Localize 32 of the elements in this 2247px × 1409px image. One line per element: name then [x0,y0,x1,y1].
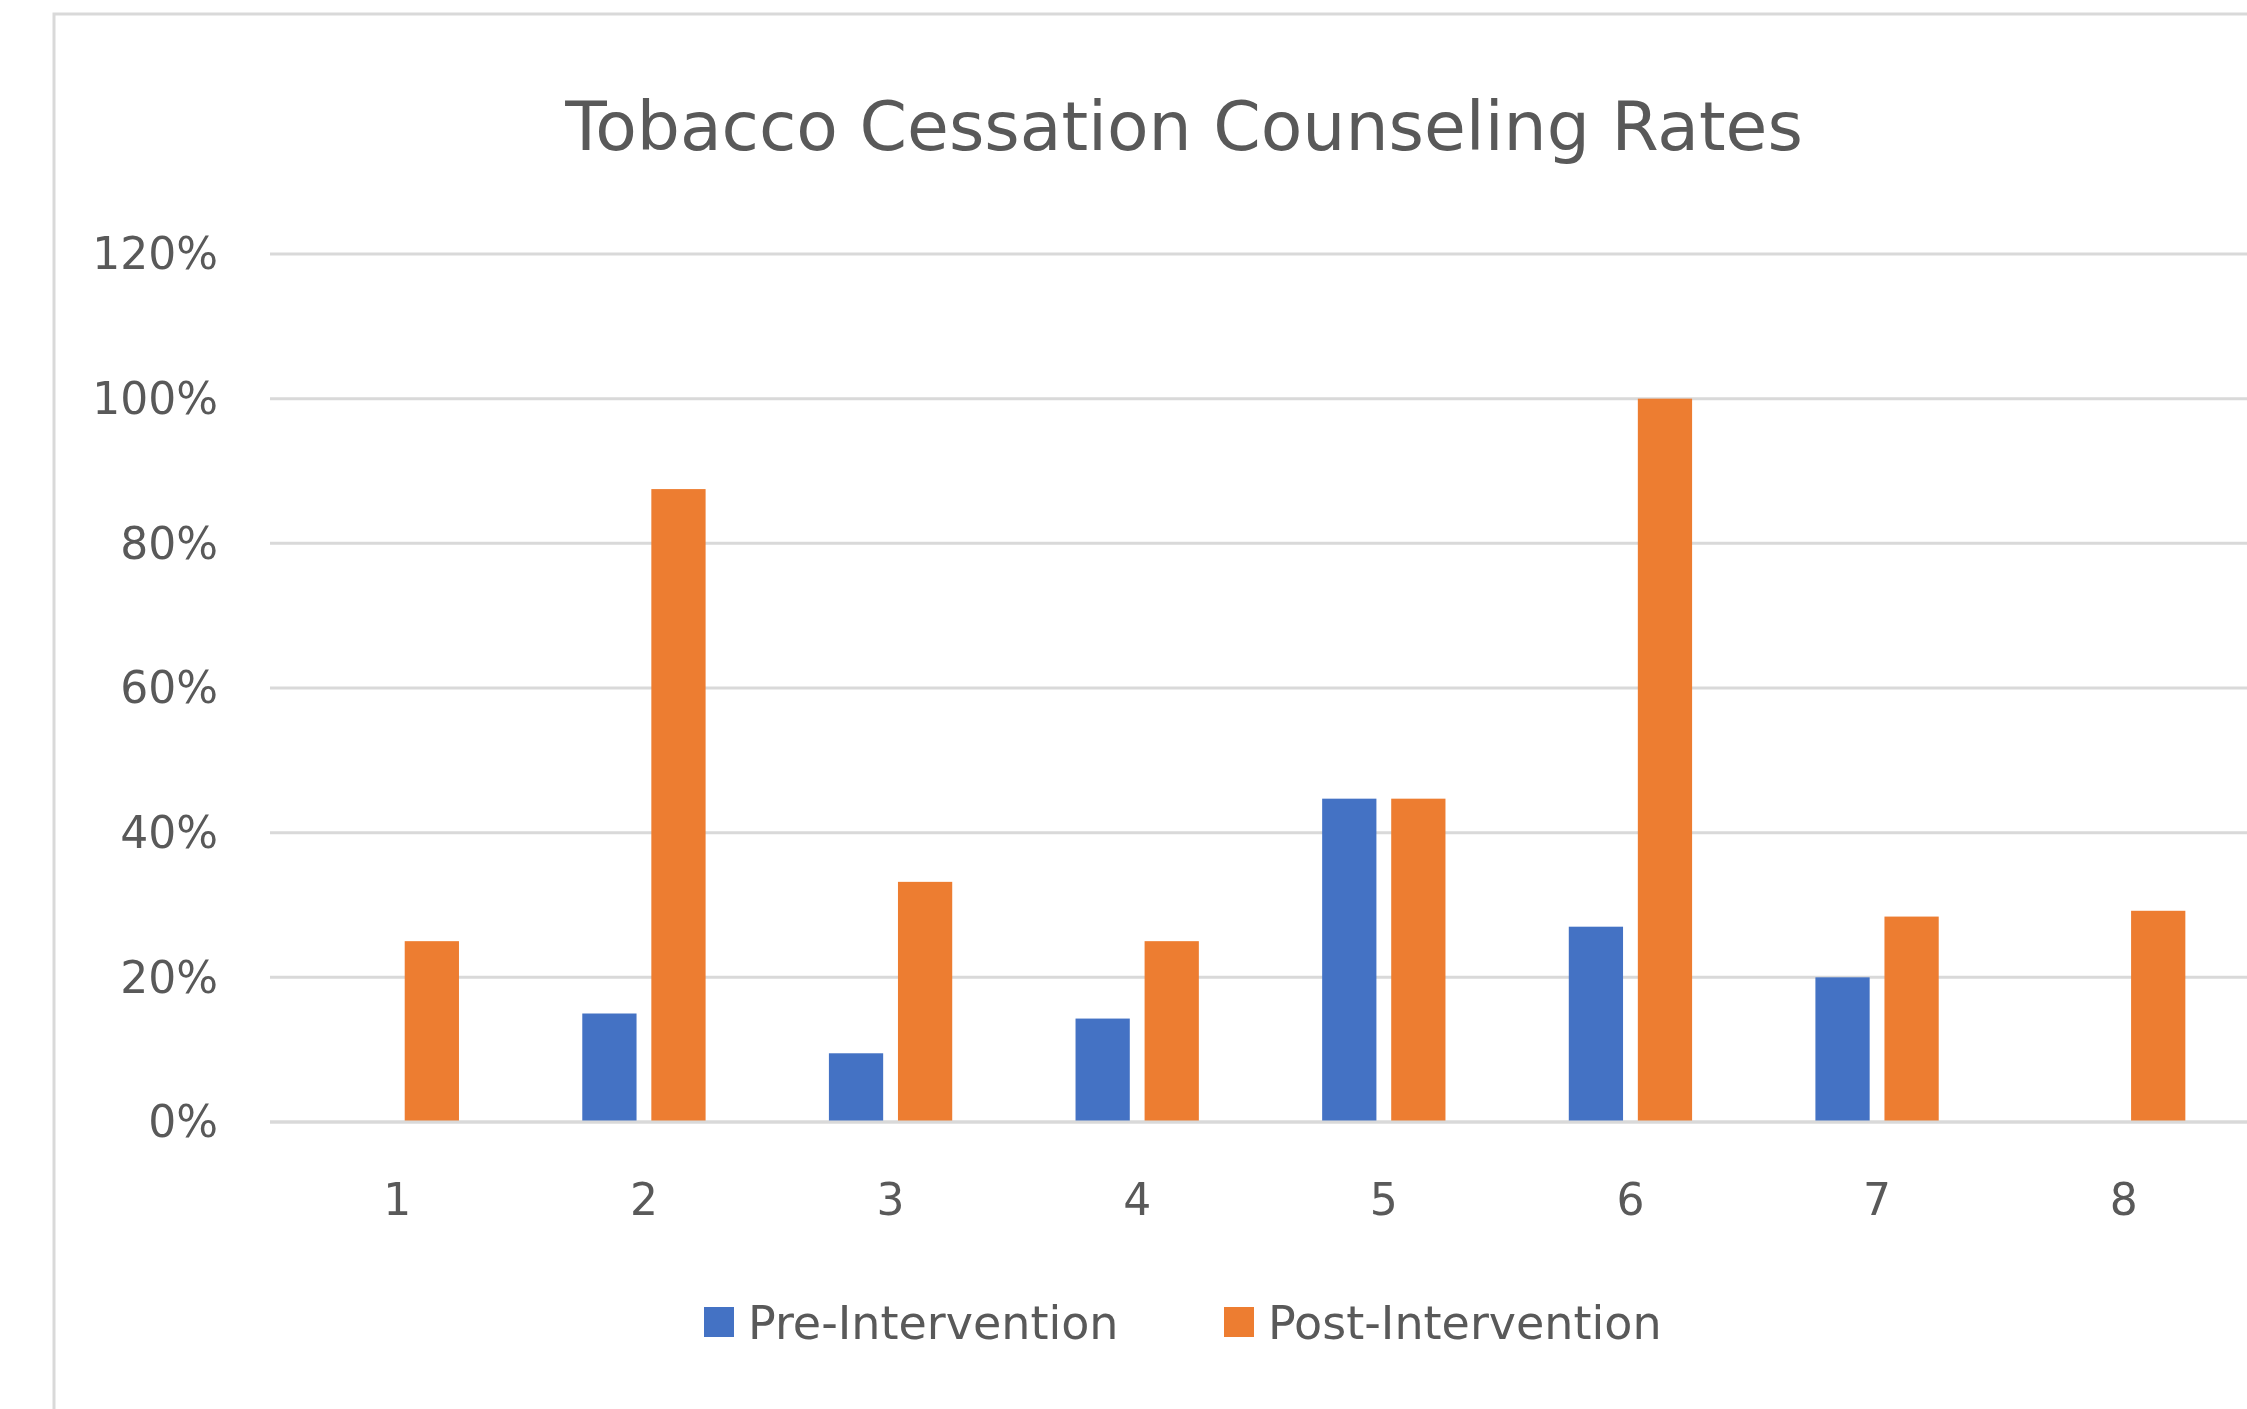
x-tick-label: 2 [629,1174,658,1225]
y-tick-label: 20% [120,951,218,1003]
x-tick-label: 4 [1123,1174,1152,1225]
bar [1815,977,1870,1122]
bar [897,881,953,1122]
y-tick-label: 0% [148,1096,218,1148]
bar [582,1013,637,1122]
x-tick-label: 5 [1369,1174,1398,1225]
bar [828,1053,884,1122]
legend-label: Post-Intervention [1268,1296,1662,1351]
y-tick-label: 60% [120,662,218,714]
y-tick-label: 80% [120,517,218,569]
bar [1144,941,1199,1122]
bar [1075,1018,1130,1122]
x-tick-label: 8 [2109,1174,2138,1225]
y-tick-label: 100% [92,373,218,425]
bar [1391,798,1446,1122]
bar [2131,910,2186,1122]
bar [1884,916,1939,1122]
y-tick-label: 120% [92,228,218,280]
bar [1637,398,1693,1122]
x-tick-label: 1 [383,1174,412,1225]
y-tick-label: 40% [120,807,218,859]
bar [1322,798,1377,1122]
legend-label: Pre-Intervention [748,1296,1119,1351]
x-tick-label: 7 [1863,1174,1892,1225]
bar [404,941,459,1122]
bar [651,489,706,1122]
bar [1568,926,1624,1122]
x-tick-label: 6 [1616,1174,1645,1225]
x-tick-label: 3 [876,1174,905,1225]
chart-title: Tobacco Cessation Counseling Rates [564,87,1803,166]
